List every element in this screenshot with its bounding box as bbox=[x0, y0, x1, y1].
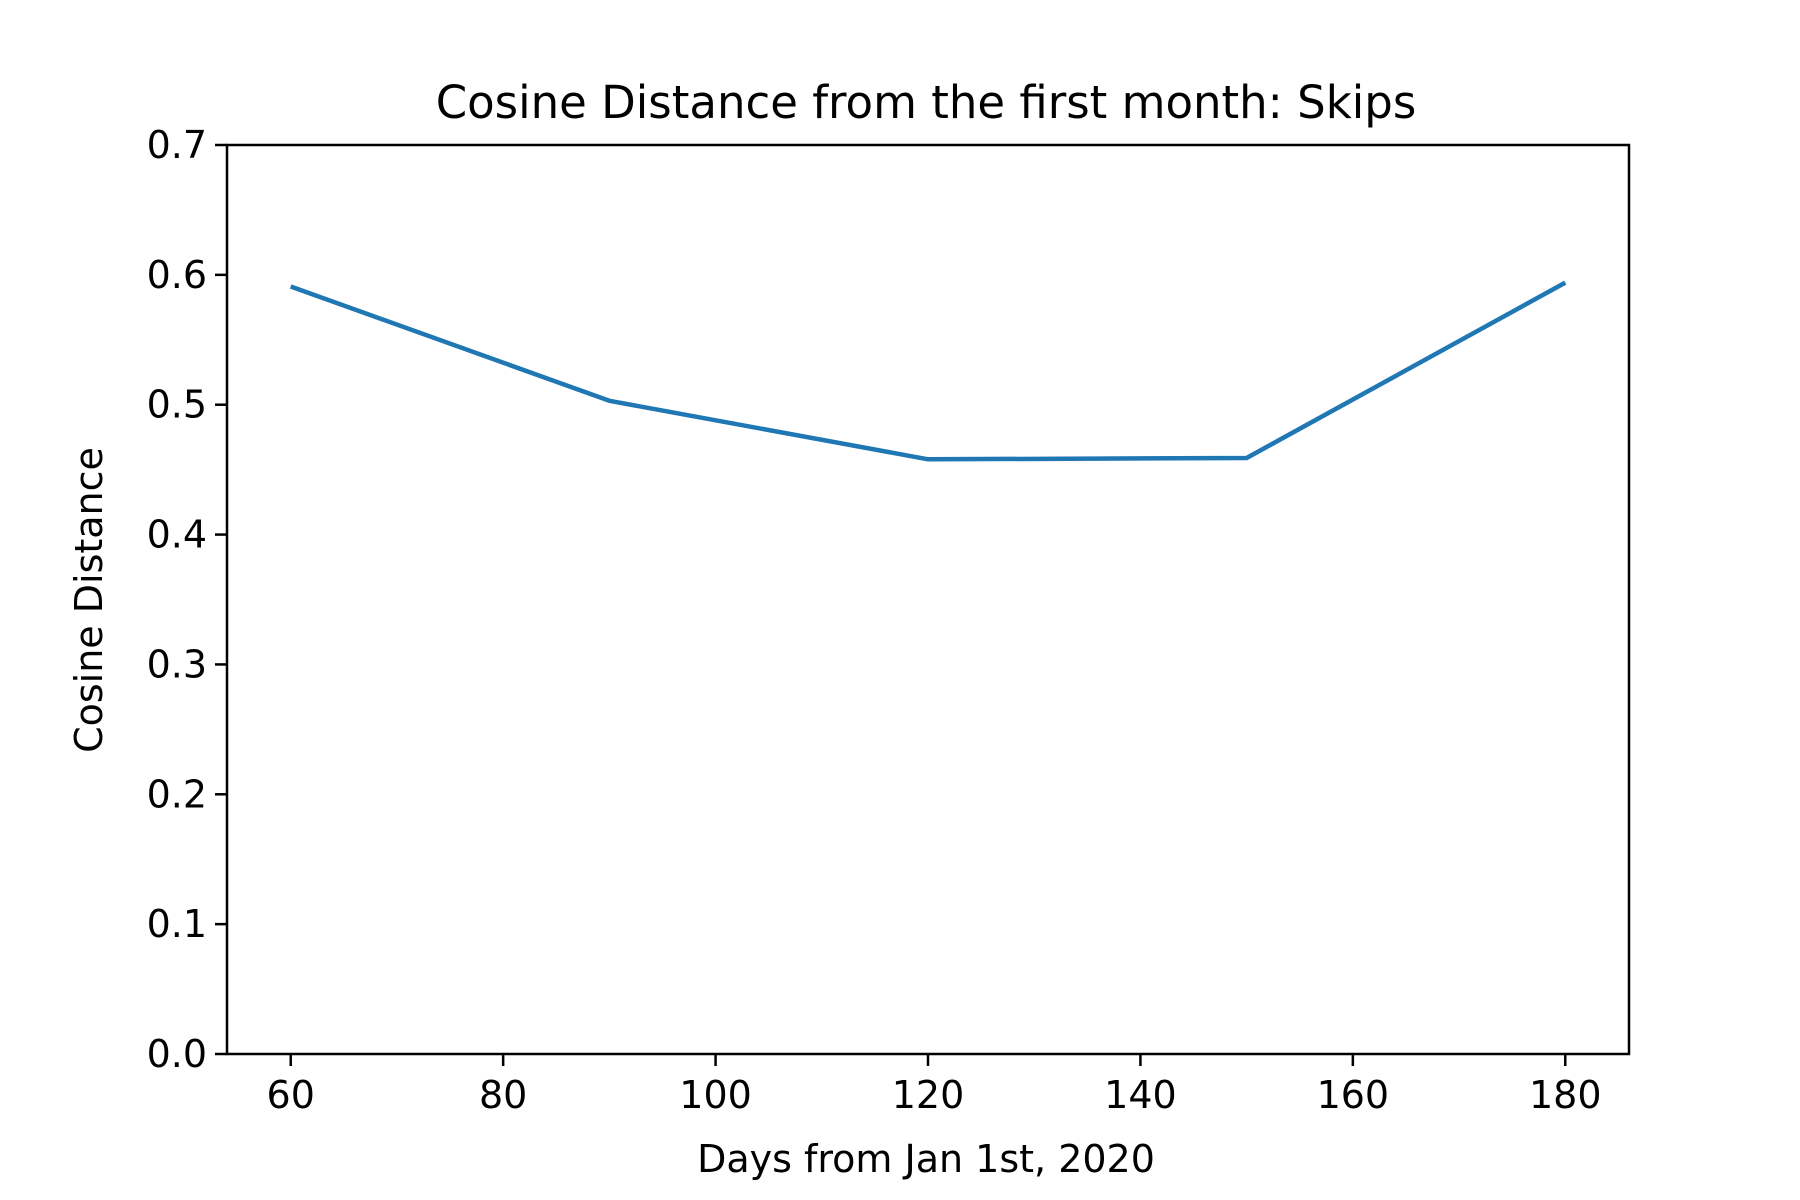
x-tick-label: 180 bbox=[1529, 1073, 1602, 1117]
y-tick-label: 0.7 bbox=[147, 123, 207, 167]
y-axis-label: Cosine Distance bbox=[67, 447, 111, 753]
series-line-0 bbox=[289, 280, 1567, 462]
x-tick-label: 60 bbox=[267, 1073, 315, 1117]
x-tick-label: 140 bbox=[1104, 1073, 1177, 1117]
x-tick-label: 80 bbox=[479, 1073, 527, 1117]
y-axis: 0.0 0.1 0.2 0.3 0.4 0.5 0.6 0.7 bbox=[147, 123, 227, 1076]
x-tick-label: 160 bbox=[1317, 1073, 1390, 1117]
y-tick-label: 0.4 bbox=[147, 513, 207, 557]
y-tick-label: 0.1 bbox=[147, 902, 207, 946]
y-tick-label: 0.3 bbox=[147, 642, 207, 686]
x-axis: 60 80 100 120 140 160 180 bbox=[267, 1054, 1602, 1117]
x-tick-label: 100 bbox=[679, 1073, 752, 1117]
y-tick-label: 0.2 bbox=[147, 772, 207, 816]
x-axis-label: Days from Jan 1st, 2020 bbox=[697, 1137, 1155, 1181]
y-tick-label: 0.5 bbox=[147, 383, 207, 427]
plot-area-frame bbox=[225, 143, 1631, 1056]
chart-title: Cosine Distance from the first month: Sk… bbox=[436, 76, 1417, 129]
y-tick-label: 0.0 bbox=[147, 1032, 207, 1076]
series-layer bbox=[289, 280, 1567, 462]
x-tick-label: 120 bbox=[892, 1073, 965, 1117]
y-tick-label: 0.6 bbox=[147, 253, 207, 297]
